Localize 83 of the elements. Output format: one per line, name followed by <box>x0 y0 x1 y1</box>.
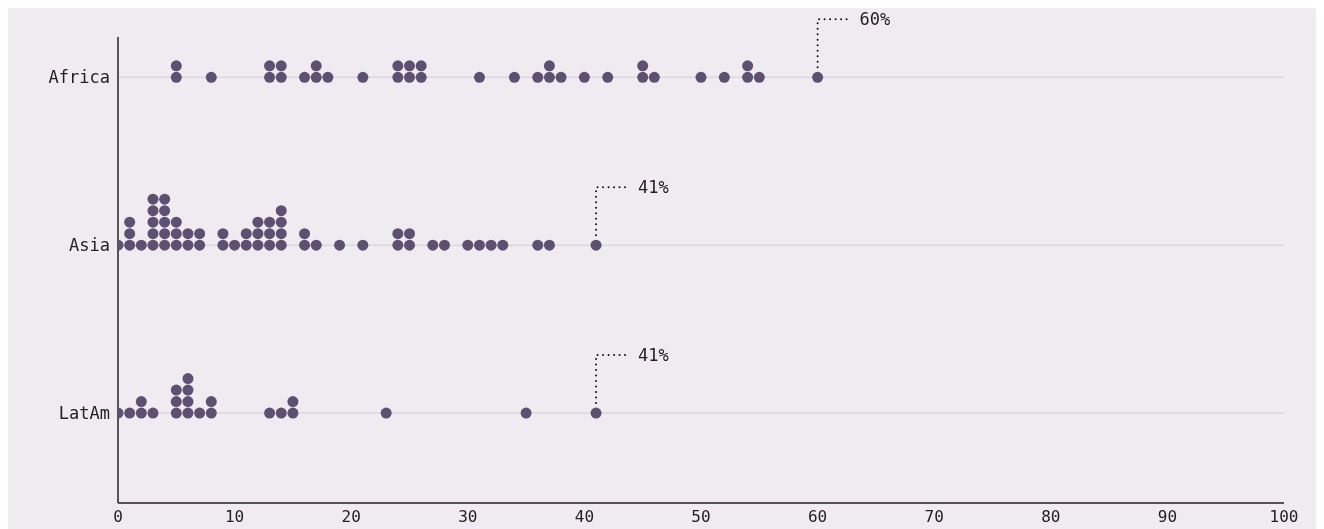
point <box>322 71 334 83</box>
point <box>415 71 427 83</box>
point <box>695 71 707 83</box>
annotation: 41% <box>638 177 669 198</box>
point <box>182 407 194 419</box>
point <box>287 407 299 419</box>
point <box>240 239 252 251</box>
point <box>264 239 276 251</box>
point <box>275 239 287 251</box>
point <box>229 239 241 251</box>
point <box>205 407 217 419</box>
point <box>438 239 450 251</box>
point <box>462 239 474 251</box>
point <box>147 239 159 251</box>
x-tick-label: 40 <box>574 507 595 527</box>
x-tick-label: 80 <box>1041 507 1061 527</box>
point <box>252 239 264 251</box>
point <box>497 239 509 251</box>
point <box>310 239 322 251</box>
point <box>194 239 206 251</box>
point <box>124 407 136 419</box>
point <box>170 71 182 83</box>
y-tick-label: Asia <box>69 235 110 256</box>
point <box>299 71 311 83</box>
point <box>334 239 346 251</box>
x-tick-label: 90 <box>1157 507 1178 527</box>
point <box>264 71 276 83</box>
point <box>602 71 614 83</box>
point <box>170 407 182 419</box>
point <box>170 239 182 251</box>
point <box>485 239 497 251</box>
y-tick-label: Africa <box>48 67 110 88</box>
x-tick-label: 20 <box>341 507 361 527</box>
x-tick-label: 50 <box>691 507 711 527</box>
point <box>543 239 555 251</box>
x-tick-label: 60 <box>807 507 828 527</box>
text: 60% <box>859 9 891 30</box>
x-tick-label: 10 <box>224 507 245 527</box>
point <box>555 71 567 83</box>
point <box>275 71 287 83</box>
point <box>404 239 415 251</box>
point <box>182 239 194 251</box>
point <box>299 239 311 251</box>
point <box>543 71 555 83</box>
point <box>508 71 520 83</box>
point <box>135 407 147 419</box>
point <box>357 239 369 251</box>
point <box>217 239 229 251</box>
point <box>473 71 485 83</box>
point <box>124 239 136 251</box>
point <box>264 407 276 419</box>
point <box>473 239 485 251</box>
point <box>753 71 765 83</box>
point <box>194 407 206 419</box>
point <box>637 71 649 83</box>
x-tick-label: 100 <box>1269 507 1299 527</box>
point <box>742 71 754 83</box>
x-tick-label: 30 <box>458 507 478 527</box>
point <box>648 71 660 83</box>
point <box>392 71 404 83</box>
y-tick-label: LatAm <box>58 403 110 424</box>
point <box>310 71 322 83</box>
point <box>578 71 590 83</box>
point <box>205 71 217 83</box>
point <box>404 71 415 83</box>
point <box>718 71 730 83</box>
point <box>357 71 369 83</box>
point <box>812 71 824 83</box>
x-tick-label: 70 <box>924 507 944 527</box>
point <box>532 71 544 83</box>
point <box>520 407 532 419</box>
point <box>147 407 159 419</box>
annotation: 41% <box>638 345 669 366</box>
x-tick-label: 0 <box>113 507 123 527</box>
point <box>590 407 602 419</box>
point <box>135 239 147 251</box>
point <box>590 239 602 251</box>
point <box>392 239 404 251</box>
point <box>427 239 439 251</box>
point <box>275 407 287 419</box>
point <box>159 239 171 251</box>
point <box>532 239 544 251</box>
point <box>380 407 392 419</box>
